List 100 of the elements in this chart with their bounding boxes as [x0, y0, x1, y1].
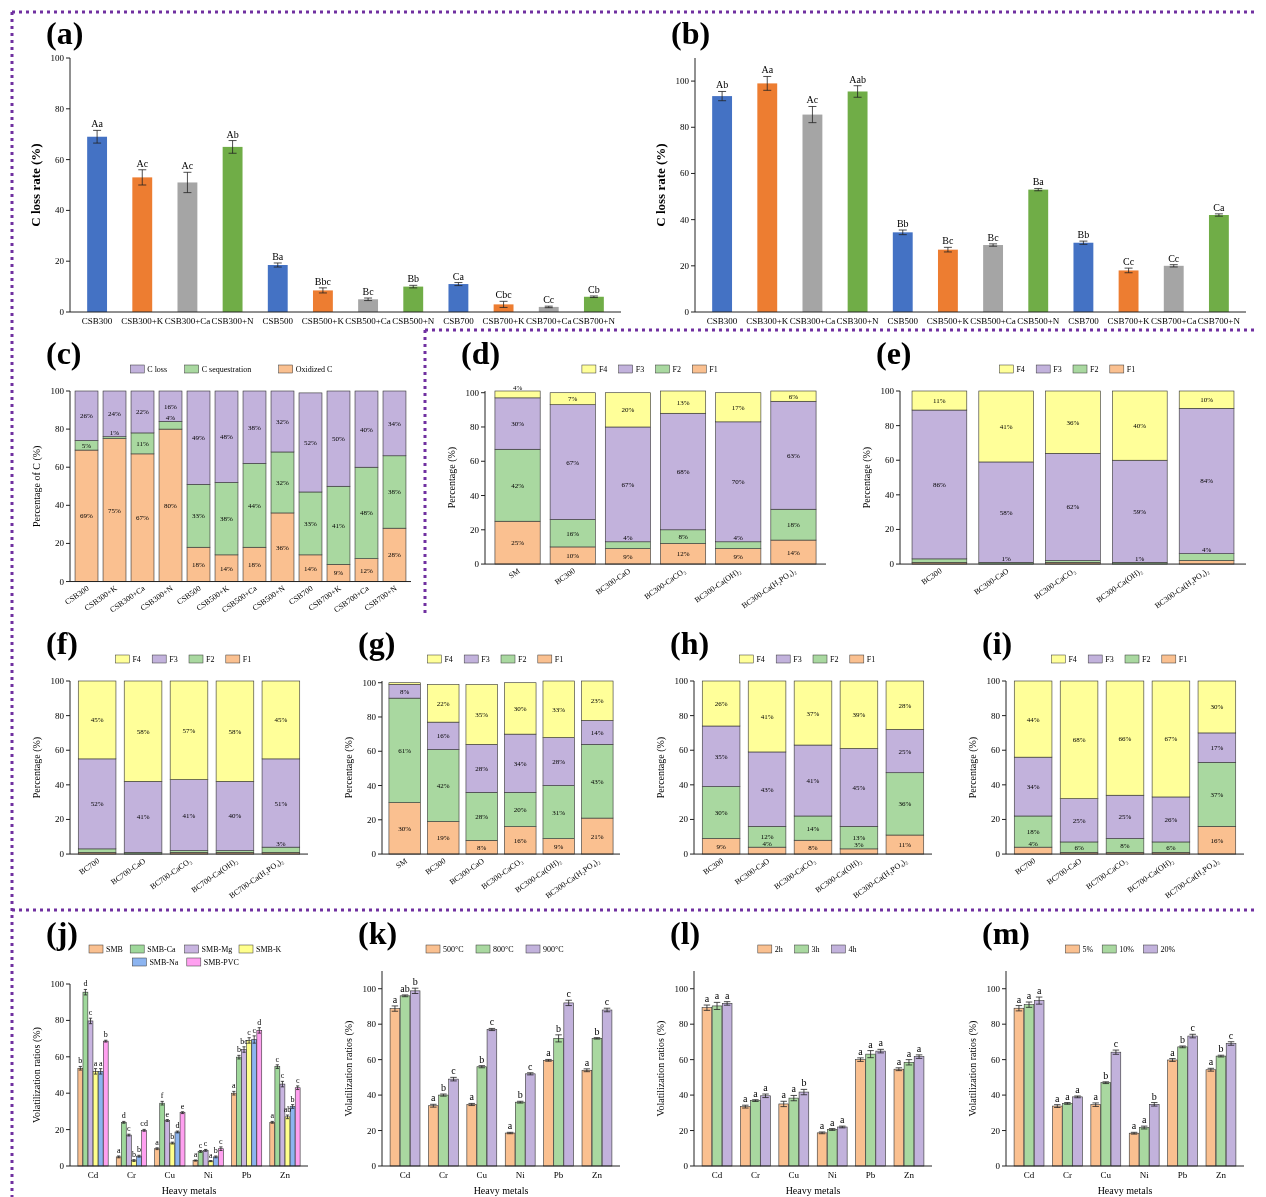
data-label: a — [781, 1089, 787, 1101]
data-label: a — [906, 1047, 912, 1059]
data-label: b — [801, 1077, 807, 1089]
data-label: b — [479, 1053, 485, 1065]
data-label: a — [546, 1047, 552, 1059]
data-label: Ca — [452, 270, 465, 282]
data-label: d — [83, 979, 88, 989]
x-tick-label: CSB500+N — [392, 316, 435, 326]
x-tick-label: Cu — [164, 1170, 176, 1180]
x-tick-label: Ni — [515, 1170, 526, 1180]
y-tick-label: 40 — [367, 780, 377, 791]
y-tick-label: 40 — [680, 214, 690, 225]
data-label: Bb — [896, 218, 909, 230]
legend-label: 3h — [811, 945, 820, 954]
data-label: a — [714, 990, 720, 1002]
data-label: ab — [400, 982, 410, 994]
chart-title: (d) — [461, 335, 501, 371]
data-label: b — [556, 1022, 562, 1034]
y-tick-label: 40 — [679, 779, 689, 790]
legend-label: F1 — [1126, 365, 1136, 374]
x-tick-label: Pb — [241, 1170, 252, 1180]
y-tick-label: 100 — [986, 983, 1001, 994]
y-tick-label: 0 — [684, 307, 690, 317]
data-label: b — [1103, 1069, 1109, 1081]
data-label: Bbc — [314, 275, 332, 287]
x-tick-label: CSB300+Ca — [164, 316, 211, 326]
legend-label: 800°C — [493, 945, 514, 954]
y-tick-label: 100 — [880, 386, 895, 396]
x-tick-label: CSB500+K — [926, 316, 970, 326]
y-axis-title: Percentage (%) — [343, 736, 355, 799]
legend-label: F4 — [598, 365, 608, 374]
data-label: Aa — [761, 64, 774, 76]
legend-label: F2 — [1090, 365, 1099, 374]
x-tick-label: Zn — [279, 1170, 291, 1180]
x-tick-label: Cu — [476, 1170, 488, 1180]
legend-label: F4 — [1016, 365, 1025, 374]
x-tick-label: CSB300+Ca — [789, 316, 836, 326]
data-label: c — [219, 1136, 224, 1146]
x-tick-label: CSB700+K — [1107, 316, 1151, 326]
x-tick-label: CSB500+Ca — [970, 316, 1016, 326]
x-tick-label: CSB300+K — [121, 316, 164, 326]
x-tick-label: Cr — [1062, 1170, 1072, 1180]
y-tick-label: 60 — [680, 168, 690, 179]
y-tick-label: 40 — [470, 490, 480, 501]
x-tick-label: Cr — [438, 1170, 448, 1180]
legend-label: F2 — [672, 365, 681, 374]
data-label: d — [175, 1121, 180, 1131]
legend-label: F3 — [169, 655, 178, 664]
y-tick-label: 80 — [470, 421, 480, 432]
x-tick-label: Pb — [865, 1170, 876, 1180]
y-axis-title: Volatilization ratios (%) — [31, 1027, 43, 1123]
data-label: a — [1026, 990, 1032, 1002]
y-axis-title: Percentage (%) — [31, 736, 43, 799]
y-axis-title: C loss rate (%) — [653, 143, 668, 227]
chart-title: (h) — [670, 625, 710, 661]
data-label: a — [878, 1037, 884, 1049]
data-label: Aa — [91, 118, 104, 130]
y-tick-label: 0 — [995, 849, 1001, 860]
data-label: a — [93, 1058, 98, 1068]
y-tick-label: 60 — [991, 745, 1001, 756]
y-tick-label: 60 — [367, 746, 377, 757]
legend-label: Oxidized C — [295, 365, 333, 374]
y-tick-label: 60 — [679, 745, 689, 756]
y-tick-label: 100 — [50, 676, 65, 686]
x-axis-title: Heavy metals — [1097, 1185, 1153, 1196]
data-label: a — [829, 1116, 835, 1128]
x-tick-label: Pb — [553, 1170, 564, 1180]
y-tick-label: 0 — [683, 849, 689, 860]
x-axis-title: Heavy metals — [161, 1185, 217, 1196]
y-axis-title: Volatilization ratios (%) — [967, 1020, 979, 1117]
x-tick-label: CSB300 — [81, 316, 113, 326]
data-label: c — [566, 988, 572, 1000]
data-label: a — [1131, 1120, 1137, 1132]
y-tick-label: 100 — [674, 983, 689, 994]
data-label: a — [431, 1092, 437, 1104]
data-label: a — [868, 1038, 874, 1050]
data-label: Aab — [849, 73, 866, 85]
data-label: a — [1075, 1083, 1081, 1095]
x-tick-label: CSB500 — [887, 316, 919, 326]
chart-title: (g) — [358, 625, 396, 661]
y-tick-label: 60 — [885, 455, 895, 466]
x-tick-label: CSB300+N — [211, 316, 255, 326]
data-label: cd — [140, 1119, 148, 1129]
legend-label: F1 — [242, 655, 252, 664]
y-tick-label: 20 — [55, 256, 65, 267]
y-tick-label: 80 — [55, 103, 65, 114]
legend-label: F4 — [444, 655, 453, 664]
data-label: c — [88, 1008, 93, 1018]
y-axis-title: Volatilization ratios (%) — [655, 1020, 667, 1117]
legend-label: SMB-Mg — [201, 945, 233, 954]
legend-label: F1 — [554, 655, 564, 664]
x-tick-label: CSB300+K — [746, 316, 789, 326]
chart-title: (m) — [982, 915, 1030, 951]
data-label: b — [131, 1149, 136, 1159]
x-tick-label: SM — [507, 566, 522, 581]
data-label: a — [819, 1119, 825, 1131]
legend-label: F1 — [1178, 655, 1188, 664]
x-tick-label: Ni — [1139, 1170, 1150, 1180]
y-tick-label: 100 — [362, 677, 377, 688]
y-tick-label: 60 — [367, 1054, 377, 1065]
